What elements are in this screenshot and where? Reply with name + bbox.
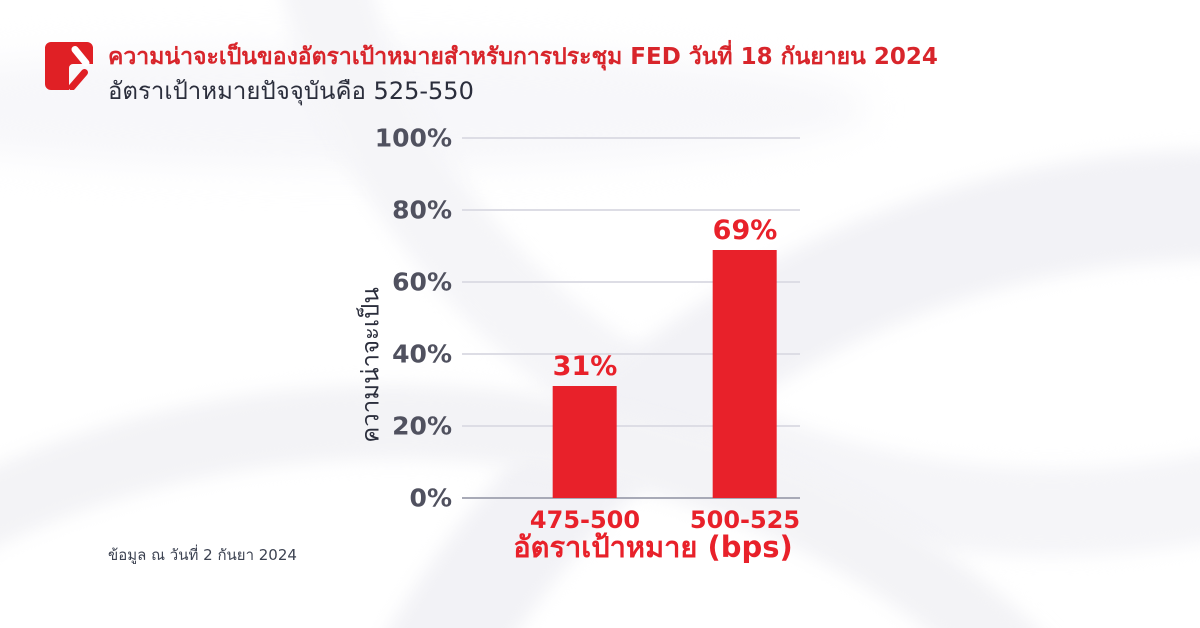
title-text: ความน่าจะเป็นของอัตราเป้าหมายสำหรับการปร… <box>108 44 631 70</box>
y-tick-label: 20% <box>392 411 452 441</box>
title-text: กันยายน <box>772 44 874 70</box>
footnote: ข้อมูล ณ วันที่ 2 กันยา 2024 <box>108 546 297 564</box>
y-axis-title: ความน่าจะเป็น <box>356 287 385 443</box>
gridline <box>462 137 800 139</box>
plot-area: 31% 69% 475-500 500-525 อัตราเป้าหมาย (b… <box>375 124 800 565</box>
bar-group-1: 69% <box>712 214 778 498</box>
gridline <box>462 281 800 283</box>
y-tick-label: 100% <box>374 123 452 153</box>
title-day: 18 <box>740 44 773 70</box>
chart-subtitle: อัตราเป้าหมายปัจจุบันคือ 525-550 <box>108 77 474 105</box>
y-tick-label: 60% <box>392 267 452 297</box>
y-tick-label: 0% <box>409 483 452 513</box>
chart-header: ความน่าจะเป็นของอัตราเป้าหมายสำหรับการปร… <box>108 40 938 108</box>
title-text: วันที่ <box>680 44 741 70</box>
x-axis-title: อัตราเป้าหมาย (bps) <box>513 530 793 564</box>
bar-rect <box>712 249 777 498</box>
gridline <box>462 353 800 355</box>
x-tick-label: 475-500 <box>529 506 641 534</box>
chart-title: ความน่าจะเป็นของอัตราเป้าหมายสำหรับการปร… <box>108 40 938 74</box>
y-tick-label: 40% <box>392 339 452 369</box>
x-tick-label: 500-525 <box>689 506 801 534</box>
title-year: 2024 <box>873 44 938 70</box>
bar-rect <box>552 386 617 498</box>
y-tick-label: 80% <box>392 195 452 225</box>
brand-logo-icon <box>45 42 93 90</box>
gridline <box>462 209 800 211</box>
title-fed: FED <box>630 44 681 70</box>
bar-group-0: 31% <box>552 351 618 498</box>
bar-value-label: 69% <box>712 214 778 246</box>
bar-value-label: 31% <box>552 351 618 383</box>
